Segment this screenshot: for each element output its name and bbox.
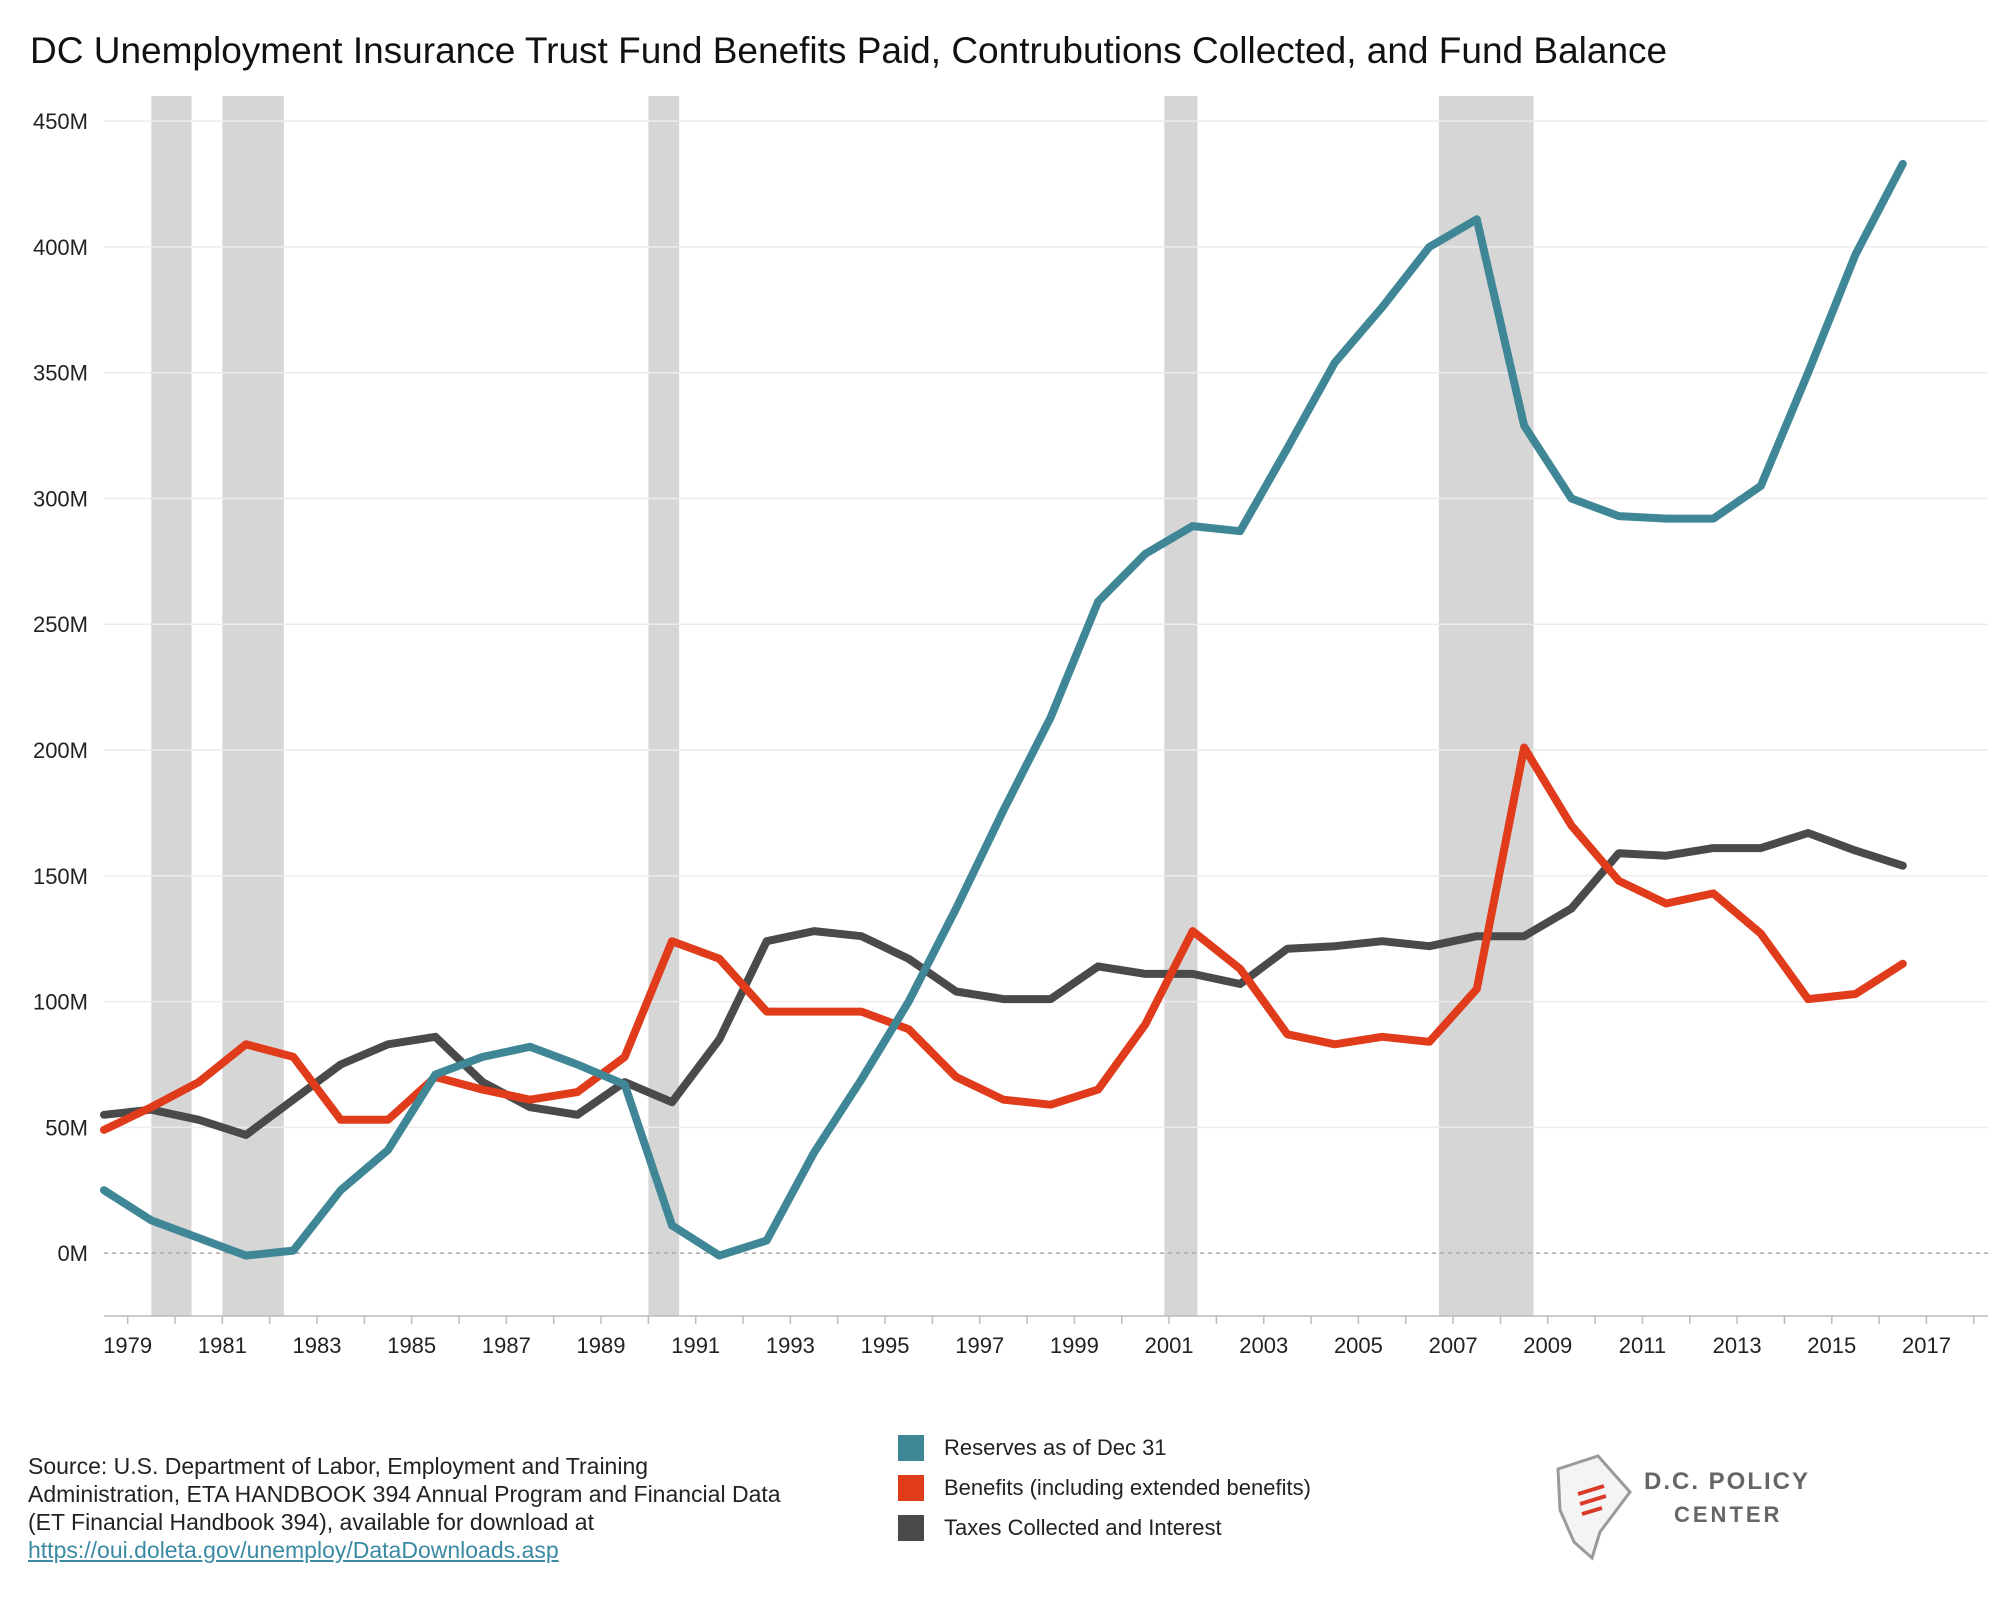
y-tick-label: 100M [33,990,88,1015]
y-tick-label: 150M [33,864,88,889]
x-tick-label: 2011 [1619,1333,1666,1358]
x-tick-label: 2005 [1334,1333,1383,1358]
x-tick-label: 1983 [293,1333,342,1358]
x-tick-label: 2017 [1902,1333,1951,1358]
source-text: Source: U.S. Department of Labor, Employ… [28,1453,781,1535]
legend-swatch-reserves [898,1435,924,1461]
legend: Reserves as of Dec 31 Benefits (includin… [898,1428,1311,1548]
legend-swatch-benefits [898,1475,924,1501]
y-tick-label: 450M [33,109,88,134]
x-tick-label: 1993 [766,1333,815,1358]
y-tick-label: 250M [33,612,88,637]
series-line-taxes [100,829,1907,1139]
recession-band [648,96,680,1316]
legend-item-reserves: Reserves as of Dec 31 [898,1428,1311,1468]
logo-line-1: D.C. POLICY [1644,1468,1811,1495]
x-tick-label: 2015 [1807,1333,1856,1358]
y-tick-label: 0M [57,1241,88,1266]
source-note: Source: U.S. Department of Labor, Employ… [28,1452,788,1564]
x-tick-label: 1979 [103,1333,152,1358]
x-tick-label: 2013 [1713,1333,1762,1358]
x-tick-label: 2001 [1145,1333,1194,1358]
line-chart: 0M 50M 100M 150M 200M 250M 300M 350M 400M 450M 19… [33,96,1988,1358]
x-tick-label: 1991 [671,1333,720,1358]
x-axis: 1979 1981 1983 1985 1987 1989 1991 1993 1995 1997… [103,1315,1988,1358]
y-tick-label: 400M [33,235,88,260]
x-tick-label: 2007 [1429,1333,1478,1358]
x-tick-label: 1989 [577,1333,626,1358]
legend-item-benefits: Benefits (including extended benefits) [898,1468,1311,1508]
x-tick-label: 1981 [198,1333,247,1358]
legend-item-taxes: Taxes Collected and Interest [898,1508,1311,1548]
legend-label-benefits: Benefits (including extended benefits) [944,1475,1311,1500]
recession-band [151,96,192,1316]
legend-label-taxes: Taxes Collected and Interest [944,1515,1222,1540]
y-axis: 0M 50M 100M 150M 200M 250M 300M 350M 400M 450M [33,109,88,1266]
dc-policy-center-logo: D.C. POLICY CENTER [1548,1454,1808,1564]
x-tick-label: 2009 [1523,1333,1572,1358]
y-tick-label: 200M [33,738,88,763]
x-tick-label: 2003 [1239,1333,1288,1358]
x-tick-label: 1997 [955,1333,1004,1358]
x-tick-label: 1987 [482,1333,531,1358]
source-link[interactable]: https://oui.doleta.gov/unemploy/DataDown… [28,1537,559,1563]
y-tick-label: 350M [33,361,88,386]
series-line-benefits [100,743,1907,1134]
series-line-reserves [100,159,1907,1260]
recession-bands [151,96,1534,1316]
y-tick-label: 50M [45,1115,88,1140]
x-tick-label: 1995 [861,1333,910,1358]
x-tick-label: 1999 [1050,1333,1099,1358]
legend-swatch-taxes [898,1515,924,1541]
recession-band [1164,96,1198,1316]
recession-band [1438,96,1534,1316]
legend-label-reserves: Reserves as of Dec 31 [944,1435,1167,1460]
x-tick-label: 1985 [387,1333,436,1358]
logo-line-2: CENTER [1674,1502,1783,1527]
series-lines [100,159,1907,1260]
y-tick-label: 300M [33,486,88,511]
gridlines [104,120,1988,1254]
dc-map-icon [1556,1454,1632,1561]
chart-title: DC Unemployment Insurance Trust Fund Ben… [30,30,1668,71]
